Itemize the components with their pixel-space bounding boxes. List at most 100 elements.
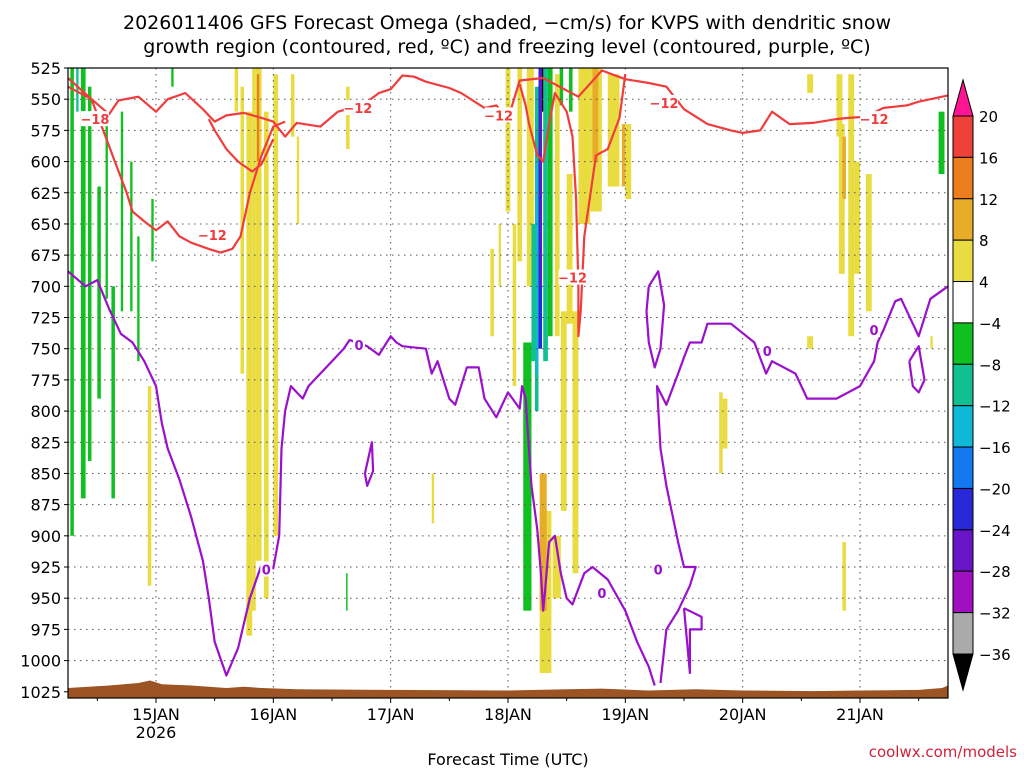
colorbar-segment [952,405,974,448]
freezing-contour-label: 0 [870,324,879,339]
omega-shade-cell [76,68,79,112]
dgz-contour-label: −12 [343,102,372,117]
x-tick-label: 15JAN [132,705,180,724]
freezing-contour-label-bg [868,321,881,337]
freezing-contour-label-bg [652,561,665,577]
omega-shade-cell [578,68,591,224]
omega-shade-cell [554,74,560,337]
colorbar-label: −16 [979,439,1011,457]
dgz-contour-line [207,118,275,173]
colorbar-segment [952,322,974,365]
y-tick-label: 750 [30,340,61,359]
colorbar-label: 16 [979,149,998,167]
omega-shade-cell [517,68,523,262]
colorbar: 20 16 12 8 4 −4 −8 −12 −16 −20 −24 −28 −32 −36 [952,78,1011,692]
omega-shade-cell [87,86,92,461]
colorbar-segment [952,239,974,283]
y-axis: 525 550 575 600 625 650 675 700 725 750 775 800 825 8… [20,59,68,702]
omega-shade-cell [70,68,74,536]
omega-shade-cell [234,68,239,112]
omega-shade-cell [722,398,728,449]
freezing-contour-label: 0 [654,564,663,579]
dgz-contour-label: −12 [860,113,889,128]
colorbar-label: −8 [979,356,1001,374]
omega-shade-cell [431,473,435,524]
omega-shade-cell [346,86,350,150]
colorbar-segment [952,570,974,614]
credit-text: coolwx.com/models [869,743,1017,761]
omega-shade-cell [552,535,561,599]
omega-shade-cell [836,74,843,137]
omega-shade-cell [607,74,620,187]
x-tick-label: 20JAN [719,705,767,724]
freezing-contour-label-bg [260,561,273,577]
omega-shade-cell [539,473,547,611]
omega-shade-cell [865,174,872,312]
y-tick-label: 975 [30,620,61,639]
omega-shade-cell [273,74,279,536]
freezing-contour-label-bg [595,585,608,601]
plot-area: −18 −12 −12 −12 −12 −12 −12 0 0 0 0 0 0 [67,67,949,699]
omega-shade-cell [147,386,152,586]
dgz-contour-label: −12 [650,97,679,112]
colorbar-label: −32 [979,605,1011,623]
omega-shade-cell [592,68,599,162]
y-tick-label: 525 [30,59,61,78]
omega-shade-cell [263,111,269,599]
freezing-contour-label-bg [352,336,365,352]
y-tick-label: 575 [30,121,61,140]
y-tick-label: 875 [30,496,61,515]
x-tick-label: 21JAN [836,705,884,724]
omega-shade-cell [97,186,101,399]
x-tick-label: 16JAN [249,705,297,724]
y-tick-label: 950 [30,589,61,608]
omega-shade-cell [566,174,573,324]
freezing-contour-label-bg [761,343,774,359]
dgz-contour-label-bg [343,99,372,115]
freezing-level-line [67,270,656,686]
omega-shade-cell [560,311,567,511]
colorbar-label: −4 [979,315,1001,333]
omega-shade-cell [346,573,348,611]
omega-shade-cell [498,223,501,287]
omega-shade-cell [171,68,174,87]
omega-shade-cell [252,68,256,611]
y-tick-label: 675 [30,246,61,265]
omega-shade-cell [111,286,115,499]
omega-shade-cell [838,124,845,274]
omega-shade-cell [621,124,626,187]
y-tick-label: 900 [30,527,61,546]
dgz-contour-line [67,69,949,138]
y-tick-label: 650 [30,215,61,234]
colorbar-bottom-triangle [952,653,974,692]
omega-shade-cell [512,223,517,387]
omega-shade-cell [536,161,539,374]
terrain-ground [68,680,948,698]
y-tick-label: 550 [30,90,61,109]
freezing-contour-label: 0 [354,339,363,354]
dgz-contour-label-bg [198,227,227,243]
omega-shade-cell [505,68,511,212]
omega-shade-cell [296,136,300,224]
chart-title-line2: growth region (contoured, red, ºC) and f… [143,36,870,58]
omega-shade-cell [523,342,532,611]
y-tick-label: 700 [30,277,61,296]
dgz-contour-label-bg [650,94,679,110]
colorbar-segment [952,612,974,655]
omega-shade-cell [246,111,253,636]
y-tick-label: 625 [30,184,61,203]
freezing-level-line [682,607,703,675]
contour-layer [67,69,949,686]
omega-shade-cell [130,161,133,312]
contour-labels: −18 −12 −12 −12 −12 −12 −12 0 0 0 0 0 0 [80,94,889,602]
dgz-contour-label: −12 [198,229,227,244]
colorbar-segment [952,446,974,489]
colorbar-label: −28 [979,563,1011,581]
y-tick-label: 850 [30,464,61,483]
dgz-contour-line [67,85,286,254]
dgz-contour-label-bg [80,111,109,127]
omega-shade-cell [290,74,295,137]
y-tick-label: 800 [30,402,61,421]
